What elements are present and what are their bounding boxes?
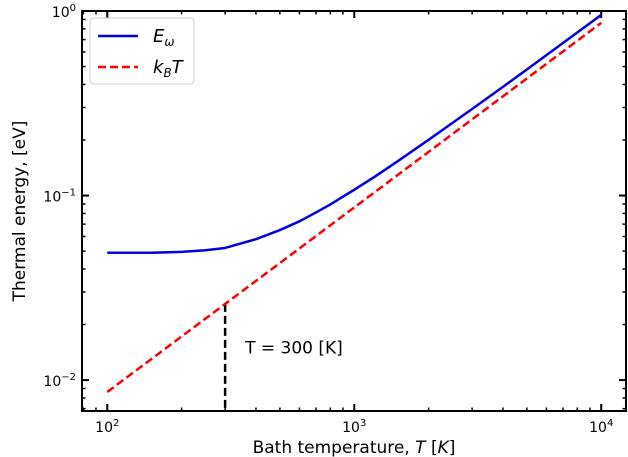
annotation-label: T = 300 [K] [244,339,343,359]
x-tick-label: 103 [342,418,366,436]
legend: Eω kBT [89,17,195,85]
y-tick-label: 10−2 [43,372,76,390]
legend-label: kBT [153,57,185,80]
annotation: T = 300 [K] [223,303,343,411]
y-tick-label: 100 [52,3,76,21]
series-line-kbt [106,21,602,393]
y-tick-label: 10−1 [43,188,76,206]
series-line-e-omega [107,13,602,254]
x-tick-label: 102 [95,418,119,436]
series-lines [106,13,602,393]
x-tick-label: 104 [589,418,613,436]
y-axis-label: Thermal energy, [eV] [10,121,30,303]
legend-label: Eω [153,26,174,49]
tick-labels: 102 103 104 10−2 10−1 100 [43,3,613,436]
plot-frame [81,10,627,412]
x-axis-label: Bath temperature, T [K] [253,438,456,457]
